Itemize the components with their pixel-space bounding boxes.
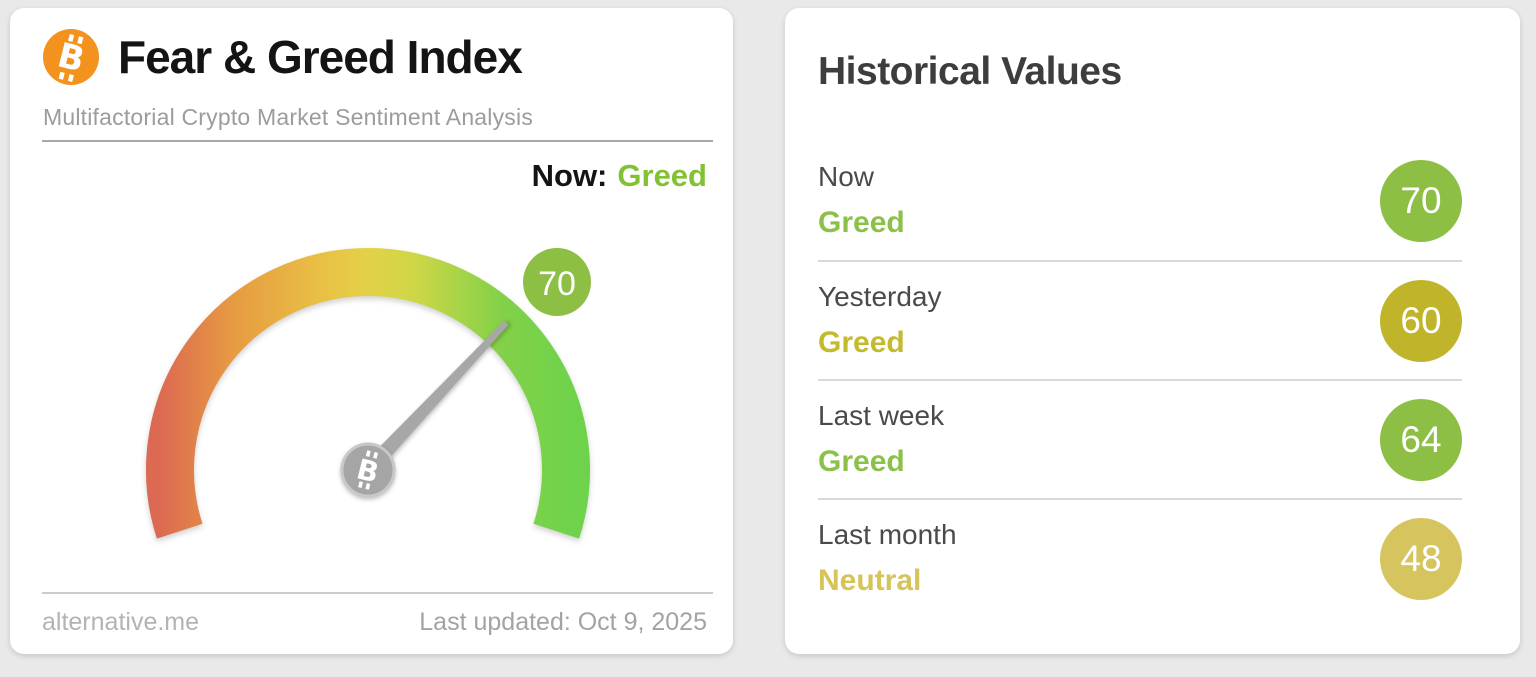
source-link[interactable]: alternative.me xyxy=(42,608,200,636)
last-updated-text: Last updated: Oct 9, 2025 xyxy=(419,608,707,636)
row-period-label: Last week xyxy=(818,400,945,431)
row-sentiment: Greed xyxy=(818,326,905,359)
history-row-yesterday: Yesterday Greed 60 xyxy=(818,260,1462,379)
row-period-label: Now xyxy=(818,161,875,192)
gauge-hub: B xyxy=(340,442,396,498)
page-title: Fear & Greed Index xyxy=(118,31,523,83)
header-divider xyxy=(42,140,713,142)
history-row-last-week: Last week Greed 64 xyxy=(818,379,1462,498)
row-period-label: Yesterday xyxy=(818,281,942,312)
footer-divider xyxy=(42,592,713,594)
historical-values-card: Historical Values Now Greed 70 Yesterday… xyxy=(785,8,1520,654)
row-sentiment: Greed xyxy=(818,445,905,478)
subtitle: Multifactorial Crypto Market Sentiment A… xyxy=(43,104,534,130)
row-value-badge: 64 xyxy=(1380,398,1462,481)
row-value-badge: 70 xyxy=(1380,159,1462,242)
history-row-now: Now Greed 70 xyxy=(818,141,1462,260)
fear-greed-header: B Fear & Greed Index xyxy=(42,28,709,86)
gauge-value-text: 70 xyxy=(538,265,576,303)
card-footer: alternative.me Last updated: Oct 9, 2025 xyxy=(42,608,707,637)
row-period-label: Last month xyxy=(818,519,957,550)
historical-values-list: Now Greed 70 Yesterday Greed 60 Last wee… xyxy=(818,141,1462,617)
historical-values-title: Historical Values xyxy=(818,50,1122,93)
now-label: Now: xyxy=(531,158,608,193)
fear-greed-gauge: B 70 xyxy=(146,247,591,539)
gauge-value-badge: 70 xyxy=(523,248,591,316)
gauge-needle xyxy=(362,320,509,476)
bitcoin-icon: B xyxy=(43,29,99,85)
fear-greed-card: B Fear & Greed Index Multifactorial Cryp… xyxy=(10,8,733,654)
current-sentiment-line: Now: Greed xyxy=(532,158,707,194)
row-sentiment: Neutral xyxy=(818,564,922,597)
now-sentiment-value: Greed xyxy=(617,158,707,193)
row-value-badge: 48 xyxy=(1380,517,1462,600)
gauge-arc xyxy=(146,247,590,539)
row-sentiment: Greed xyxy=(818,206,905,239)
history-row-last-month: Last month Neutral 48 xyxy=(818,498,1462,617)
row-value-badge: 60 xyxy=(1380,279,1462,362)
